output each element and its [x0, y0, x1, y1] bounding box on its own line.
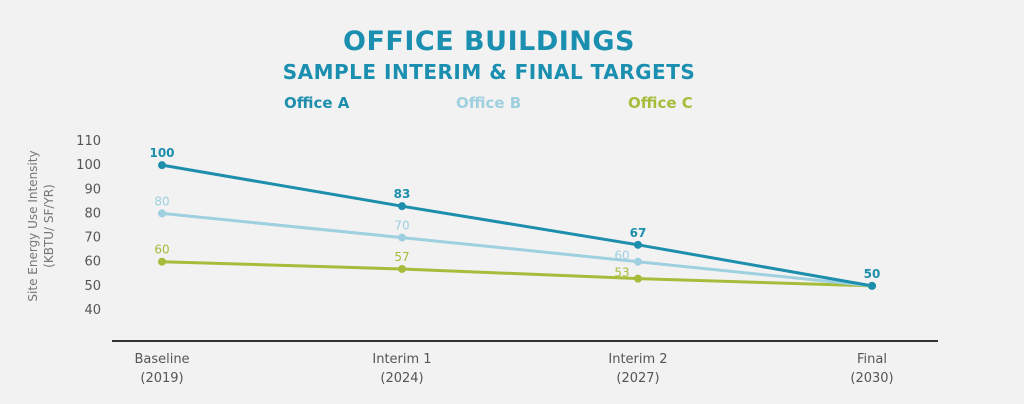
x-tick-label: Interim 2 [608, 352, 667, 367]
y-tick-label: 110 [76, 134, 101, 149]
series-line [161, 260, 873, 288]
x-tick-label: (2030) [850, 371, 893, 386]
data-point [158, 257, 166, 266]
series-line [161, 211, 873, 288]
data-point [158, 209, 166, 218]
data-point [868, 281, 876, 290]
data-point [634, 257, 642, 266]
data-point [398, 264, 406, 273]
x-tick-label: Baseline [134, 352, 189, 367]
data-point [634, 274, 642, 283]
series-line [161, 163, 873, 288]
data-label: 60 [154, 243, 169, 257]
data-point [398, 233, 406, 242]
data-point [158, 161, 166, 170]
legend-item-office-b: Office B [456, 94, 522, 112]
y-tick-label: 80 [84, 206, 101, 221]
data-label: 80 [154, 194, 169, 208]
legend-item-office-c: Office C [628, 94, 693, 112]
data-label: 100 [149, 146, 174, 160]
y-tick-label: 100 [76, 158, 101, 173]
x-tick-label: (2027) [616, 371, 659, 386]
x-tick-label: Final [857, 352, 887, 367]
legend-item-office-a: Office A [284, 94, 350, 112]
x-tick-label: Interim 1 [372, 352, 431, 367]
y-tick-label: 60 [84, 255, 101, 270]
data-label: 60 [614, 249, 629, 263]
y-tick-label: 90 [84, 182, 101, 197]
data-label: 53 [614, 266, 629, 280]
data-label: 83 [394, 187, 411, 201]
y-tick-label: 50 [84, 279, 101, 294]
x-tick-label: (2019) [140, 371, 183, 386]
data-label: 70 [394, 219, 409, 233]
data-point [398, 202, 406, 211]
y-tick-label: 40 [84, 303, 101, 318]
chart-title: OFFICE BUILDINGS [343, 26, 635, 57]
y-axis-label: Site Energy Use Intensity [26, 150, 40, 301]
chart-subtitle: SAMPLE INTERIM & FINAL TARGETS [282, 60, 696, 84]
x-tick-label: (2024) [380, 371, 423, 386]
data-label: 50 [864, 267, 881, 281]
y-axis-label: (KBTU/ SF/YR) [42, 184, 56, 268]
data-point [634, 240, 642, 249]
data-label: 67 [630, 226, 647, 240]
data-label: 57 [394, 250, 409, 264]
y-tick-label: 70 [84, 231, 101, 246]
